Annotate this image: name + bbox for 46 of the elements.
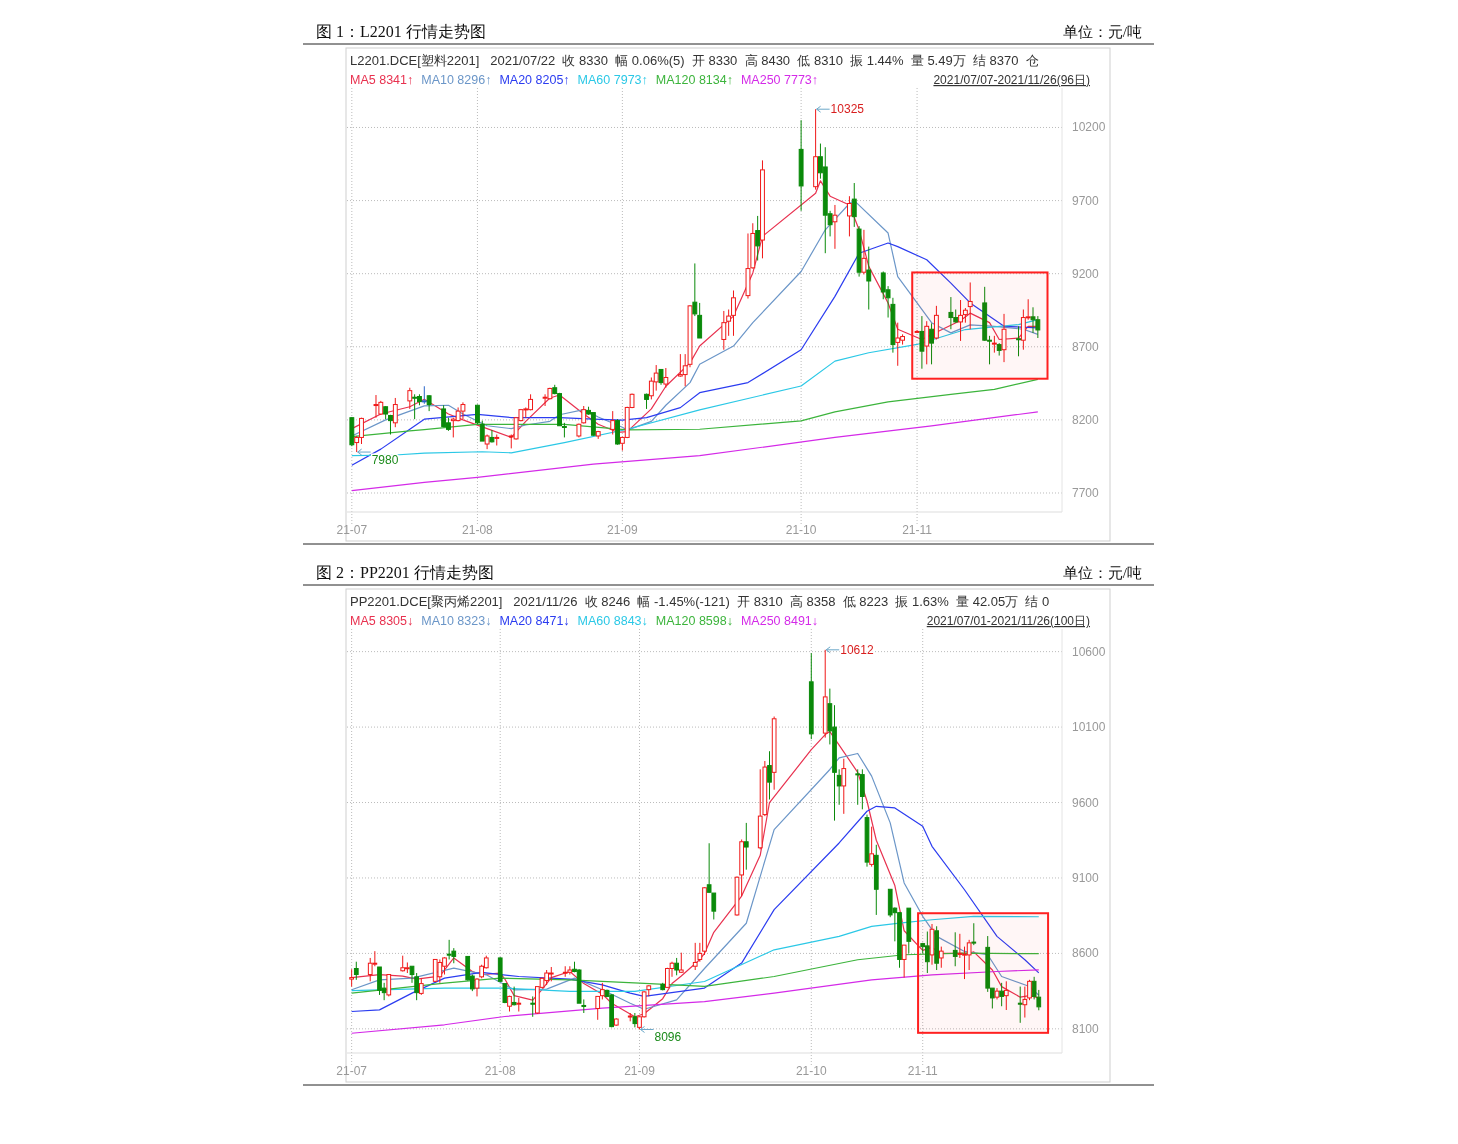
legend: MA5 8305↓ [350,614,414,628]
subtitle: PP2201.DCE[聚丙烯2201] 2021/11/26 收 8246 幅 -1.45%(-121) 开 8310 高 8358 低 8223 振 1.63% 量 42.05万 结 0 [350,594,1050,609]
legend: MA250 8491↓ [740,614,819,628]
xtick: 21-11 [902,523,932,537]
subtitle: L2201.DCE[塑料2201] 2021/07/22 收 8330 幅 0.06%(5) 开 8330 高 8430 低 8310 振 1.44% 量 5.49万 结 8370 仓 [350,53,1039,68]
legend: MA20 8471↓ [499,614,570,628]
title: 图 1：L2201 行情走势图 [316,23,486,40]
legend: MA250 7773↑ [740,73,819,87]
annotation: 单位：元/吨 [1062,565,1142,581]
ytick: 10200 [1072,120,1106,135]
ytick: 8700 [1072,339,1099,354]
xtick: 21-08 [484,1064,516,1078]
xtick: 21-11 [907,1064,938,1078]
annotation: 10325 [830,102,864,117]
xtick: 21-09 [607,523,638,537]
ytick: 10600 [1072,644,1106,659]
xtick: 21-07 [336,1064,367,1078]
ytick: 9200 [1072,266,1099,281]
ytick: 9600 [1072,795,1099,810]
title: 图 2：PP2201 行情走势图 [316,564,494,581]
ytick: 8100 [1072,1021,1099,1036]
annotation: 单位：元/吨 [1062,24,1142,40]
annotation: 2021/07/01-2021/11/26(100日) [926,614,1090,628]
legend: MA120 8598↓ [655,614,733,628]
xtick: 21-07 [336,523,368,537]
ytick: 9700 [1072,193,1099,208]
xtick: 21-10 [795,1064,827,1078]
legend: MA10 8323↓ [421,614,492,628]
ytick: 7700 [1072,486,1099,500]
legend: MA60 7973↑ [577,73,648,87]
annotation: 7980 [371,453,399,468]
annotation: 2021/07/07-2021/11/26(96日) [933,73,1090,87]
xtick: 21-10 [785,523,817,537]
annotation: 10612 [840,642,874,657]
legend: MA10 8296↑ [421,73,492,87]
xtick: 21-09 [624,1064,655,1078]
ytick: 10100 [1072,720,1106,735]
ytick: 8200 [1072,412,1099,427]
legend: MA120 8134↑ [655,73,733,87]
ytick: 8600 [1072,946,1099,961]
legend: MA5 8341↑ [350,73,414,87]
ytick: 9100 [1072,870,1099,885]
annotation: 8096 [654,1030,682,1045]
legend: MA60 8843↓ [577,614,648,628]
xtick: 21-08 [462,523,493,537]
legend: MA20 8205↑ [499,73,570,87]
